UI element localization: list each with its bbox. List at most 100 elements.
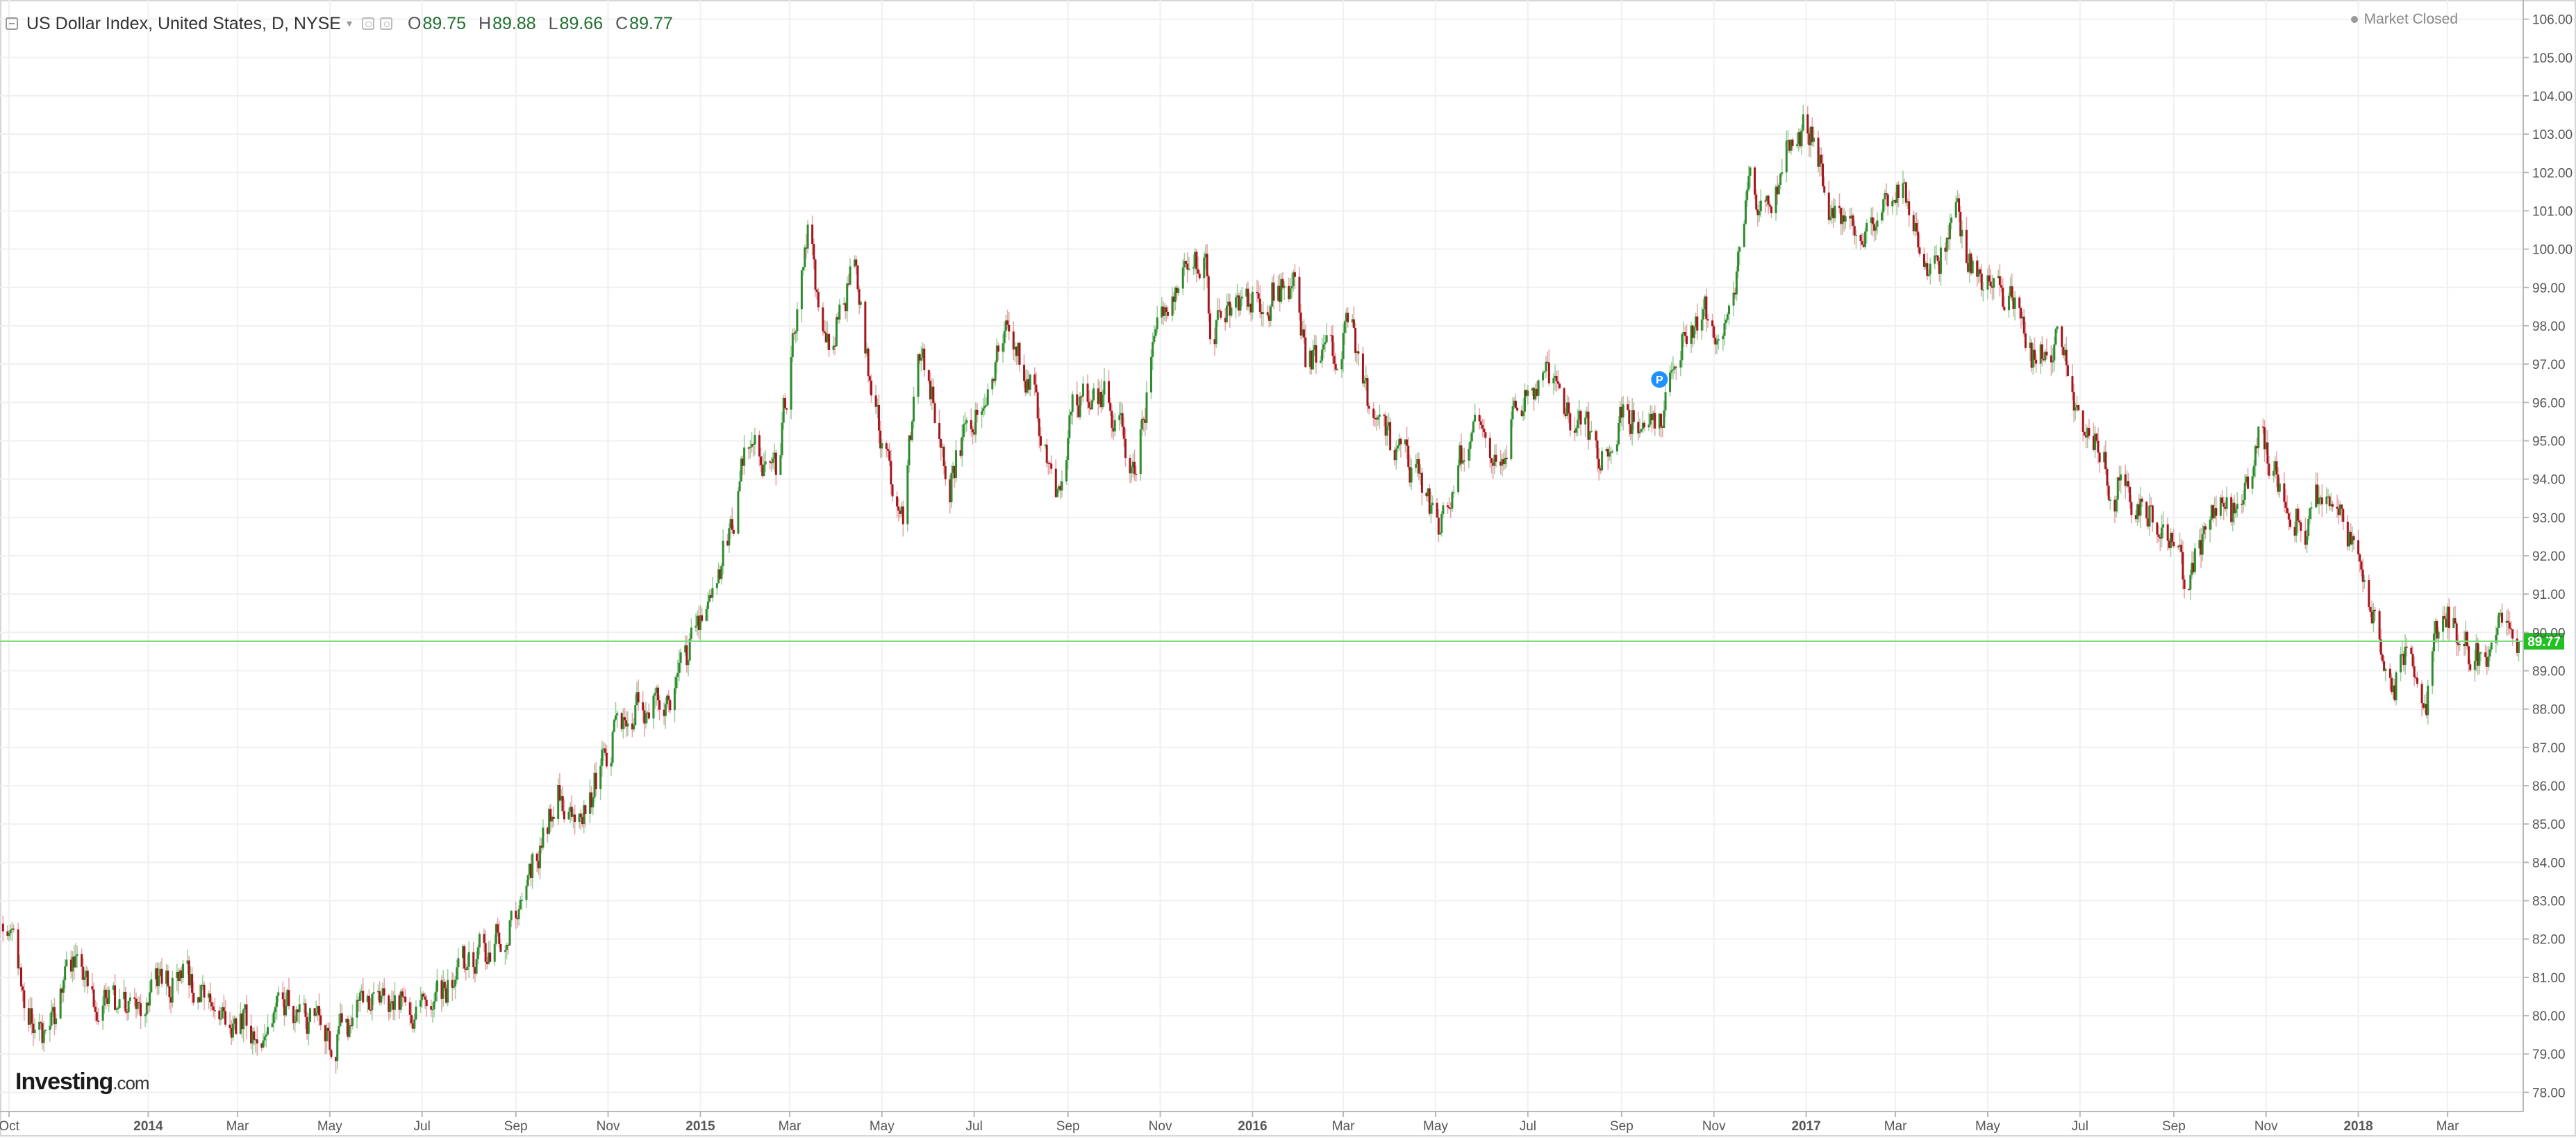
candle-down <box>2359 554 2361 562</box>
event-marker-icon[interactable] <box>1651 371 1668 388</box>
candle-up <box>298 1004 301 1013</box>
candle-up <box>452 986 455 988</box>
candle-down <box>13 928 15 930</box>
candle-up <box>962 424 965 438</box>
candle-up <box>1765 195 1768 201</box>
candle-up <box>610 763 613 767</box>
candle-up <box>2201 534 2204 555</box>
collapse-icon[interactable] <box>6 17 18 30</box>
candle-up <box>1605 449 1608 452</box>
candle-up <box>2251 476 2254 489</box>
candle-up <box>2395 672 2398 700</box>
y-tick-label: 90.00 <box>2532 626 2566 641</box>
candle-up <box>1531 388 1534 391</box>
candle-down <box>2463 643 2466 647</box>
candle-up <box>1029 374 1031 390</box>
candle-up <box>1068 415 1071 438</box>
candle-down <box>191 974 194 993</box>
candle-up <box>1690 325 1693 345</box>
candle-up <box>1950 217 1953 223</box>
candle-up <box>1578 411 1581 420</box>
candle-up <box>2252 465 2255 477</box>
candle-up <box>2039 344 2042 364</box>
candle-up <box>2139 498 2142 516</box>
candle-up <box>1854 235 1857 236</box>
candle-up <box>254 1039 257 1041</box>
candle-down <box>1261 311 1263 315</box>
candle-up <box>1183 261 1186 268</box>
candle-down <box>549 809 552 822</box>
y-tick-label: 97.00 <box>2532 358 2566 372</box>
candle-down <box>410 1014 413 1024</box>
candle-up <box>286 990 289 1006</box>
y-tick-label: 84.00 <box>2532 856 2566 870</box>
x-tick-label: Nov <box>1702 1119 1726 1134</box>
chevron-down-icon[interactable]: ▾ <box>346 18 352 30</box>
candle-up <box>602 748 605 750</box>
candle-down <box>642 702 645 711</box>
candle-down <box>222 1007 225 1011</box>
candle-down <box>620 713 623 729</box>
candle-down <box>1885 193 1888 195</box>
candle-up <box>285 1005 288 1016</box>
candle-down <box>2391 677 2393 693</box>
candle-down <box>1696 316 1699 331</box>
candle-up <box>239 1013 242 1034</box>
candle-down <box>1384 415 1387 436</box>
candle-up <box>150 979 153 993</box>
candle-down <box>1822 163 1825 187</box>
candle-up <box>952 465 954 473</box>
candle-down <box>445 988 448 1003</box>
candle-down <box>918 354 921 361</box>
candle-down <box>2455 623 2458 643</box>
low-value: 89.66 <box>559 13 604 33</box>
symbol-title[interactable]: US Dollar Index, United States, D, NYSE <box>26 13 341 33</box>
candle-up <box>1283 286 1286 288</box>
candle-down <box>1281 279 1284 288</box>
candle-down <box>1991 286 1994 288</box>
candle-up <box>1003 331 1006 344</box>
candle-down <box>1632 410 1635 422</box>
candle-up <box>1672 369 1675 371</box>
brand-logo[interactable]: Investing.com <box>15 1068 150 1096</box>
candle-up <box>2307 518 2310 536</box>
candle-up <box>1715 340 1718 345</box>
candle-down <box>2379 639 2382 655</box>
candle-up <box>652 695 655 719</box>
candle-up <box>2120 474 2122 481</box>
candle-up <box>1586 411 1588 418</box>
candle-up <box>986 389 989 405</box>
candle-down <box>2268 463 2270 476</box>
y-tick-label: 105.00 <box>2532 51 2573 66</box>
candle-down <box>2383 661 2386 671</box>
candle-down <box>2222 502 2225 507</box>
candle-down <box>1756 209 1759 215</box>
candle-up <box>1351 319 1354 322</box>
candle-up <box>495 924 497 944</box>
candle-down <box>1135 474 1138 475</box>
candle-down <box>19 967 22 986</box>
candle-up <box>1956 198 1959 202</box>
candle-down <box>1853 226 1856 236</box>
candle-down <box>1490 458 1493 463</box>
candle-up <box>995 345 998 363</box>
candle-up <box>55 1018 58 1025</box>
candle-up <box>276 996 279 1007</box>
candle-up <box>1459 445 1461 465</box>
candle-down <box>324 1025 326 1041</box>
candle-up <box>1174 288 1177 302</box>
candle-down <box>451 980 454 988</box>
eye-icon[interactable] <box>362 17 374 30</box>
candle-down <box>1047 463 1049 464</box>
candle-down <box>2020 308 2022 319</box>
candle-down <box>22 986 24 991</box>
candle-up <box>1292 272 1295 287</box>
candle-up <box>1997 276 2000 279</box>
gear-icon[interactable] <box>380 17 392 30</box>
y-tick-label: 96.00 <box>2532 396 2566 411</box>
candle-up <box>1522 411 1524 417</box>
candle-up <box>1968 253 1971 272</box>
candle-down <box>1559 383 1561 388</box>
